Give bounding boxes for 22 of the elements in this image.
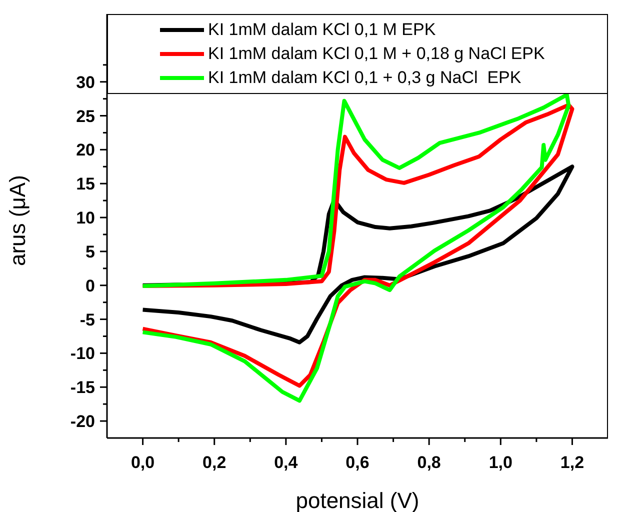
legend-label: KI 1mM dalam KCl 0,1 + 0,3 g NaCl EPK [208,68,522,88]
y-tick-label: 10 [76,208,95,228]
x-tick-label: 0,0 [130,453,155,472]
legend-label: KI 1mM dalam KCl 0,1 M EPK [208,20,436,40]
y-tick-label: 15 [76,174,95,194]
x-tick-label: 1,2 [560,453,584,472]
y-tick-label: -15 [70,378,95,398]
legend-label: KI 1mM dalam KCl 0,1 M + 0,18 g NaCl EPK [208,44,545,64]
y-tick-label: 25 [76,106,95,126]
x-tick-label: 0,4 [274,453,298,472]
y-tick-label: -10 [70,344,95,364]
y-tick-label: 5 [86,242,95,262]
x-tick-label: 0,6 [346,453,370,472]
x-tick-label: 0,8 [417,453,441,472]
y-tick-label: 30 [76,72,95,92]
y-tick-label: 0 [86,276,95,296]
y-tick-label: -20 [70,412,95,432]
x-tick-label: 1,0 [488,453,512,472]
y-tick-label: -5 [80,310,95,330]
x-tick-label: 0,2 [202,453,226,472]
y-tick-label: 20 [76,140,95,160]
y-axis-title: arus (μA) [4,175,30,266]
